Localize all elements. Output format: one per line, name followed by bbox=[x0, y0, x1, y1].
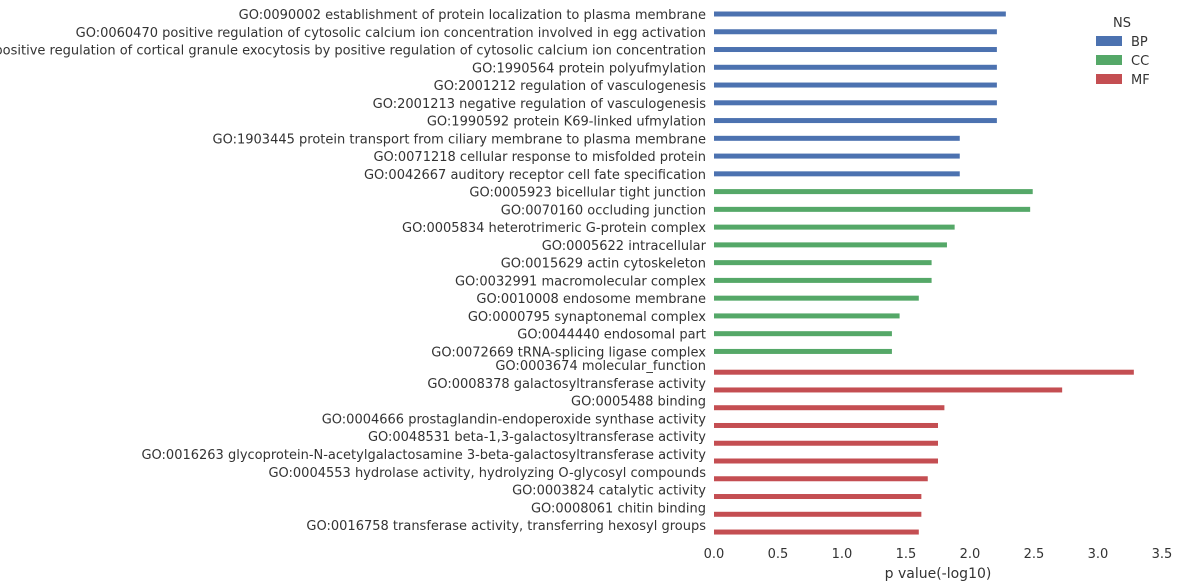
bar-bp bbox=[714, 29, 997, 35]
x-tick-label: 2.5 bbox=[1024, 547, 1045, 562]
category-label: GO:2001212 regulation of vasculogenesis bbox=[434, 79, 707, 94]
bar-bp bbox=[714, 118, 997, 124]
legend-label-cc: CC bbox=[1131, 54, 1149, 69]
category-label: GO:0003824 catalytic activity bbox=[512, 484, 706, 499]
bar-bp bbox=[714, 153, 960, 159]
category-label: GO:0060470 positive regulation of cytoso… bbox=[76, 26, 706, 41]
bar-bp bbox=[714, 171, 960, 177]
bar-cc bbox=[714, 206, 1031, 212]
category-label: GO:1903445 protein transport from ciliar… bbox=[213, 132, 706, 147]
category-label: GO:0008378 galactosyltransferase activit… bbox=[427, 377, 706, 392]
category-label: GO:1990564 protein polyufmylation bbox=[472, 61, 706, 76]
category-label: GO:0004553 hydrolase activity, hydrolyzi… bbox=[268, 466, 706, 481]
category-label: GO:0015629 actin cytoskeleton bbox=[501, 257, 706, 272]
category-label: GO:0071218 cellular response to misfolde… bbox=[373, 150, 706, 165]
category-label: GO:0004666 prostaglandin-endoperoxide sy… bbox=[322, 412, 707, 427]
legend-label-bp: BP bbox=[1131, 35, 1148, 50]
legend-label-mf: MF bbox=[1131, 73, 1150, 88]
bar-cc bbox=[714, 313, 900, 319]
bar-bp bbox=[714, 135, 960, 141]
bar-cc bbox=[714, 331, 892, 337]
category-label: GO:0016758 transferase activity, transfe… bbox=[306, 519, 706, 534]
bar-cc bbox=[714, 348, 892, 354]
category-label: GO:0048531 beta-1,3-galactosyltransferas… bbox=[368, 430, 706, 445]
category-label: GO:0005622 intracellular bbox=[542, 239, 707, 254]
category-label: GO:0003674 molecular_function bbox=[495, 359, 706, 374]
category-label: GO:1990592 protein K69-linked ufmylation bbox=[427, 115, 706, 130]
category-label: GO:0070160 occluding junction bbox=[501, 203, 706, 218]
legend-swatch-bp bbox=[1096, 36, 1122, 46]
bar-mf bbox=[714, 529, 919, 535]
x-tick-label: 3.0 bbox=[1088, 547, 1109, 562]
category-label: GO:0005834 heterotrimeric G-protein comp… bbox=[402, 221, 706, 236]
category-label: GO:0008061 chitin binding bbox=[531, 501, 706, 516]
x-tick-label: 3.5 bbox=[1152, 547, 1173, 562]
bars-group bbox=[714, 11, 1134, 535]
bar-bp bbox=[714, 82, 997, 88]
bar-mf bbox=[714, 458, 938, 464]
bar-cc bbox=[714, 189, 1033, 195]
category-label: GO:2001213 negative regulation of vascul… bbox=[373, 97, 707, 112]
category-labels-group: GO:0090002 establishment of protein loca… bbox=[0, 8, 707, 534]
category-label: GO:0005488 binding bbox=[571, 395, 706, 410]
x-tick-label: 0.5 bbox=[768, 547, 789, 562]
bar-mf bbox=[714, 440, 938, 446]
legend-title: NS bbox=[1113, 16, 1131, 31]
bar-cc bbox=[714, 260, 932, 266]
category-label: GO:0044440 endosomal part bbox=[517, 328, 706, 343]
bar-mf bbox=[714, 494, 922, 500]
bar-bp bbox=[714, 64, 997, 70]
category-label: GO:0000795 synaptonemal complex bbox=[468, 310, 706, 325]
legend-swatch-cc bbox=[1096, 55, 1122, 65]
category-label: GO:0032991 macromolecular complex bbox=[455, 274, 706, 289]
bar-mf bbox=[714, 422, 938, 428]
bar-cc bbox=[714, 224, 955, 230]
category-label: GO:0090002 establishment of protein loca… bbox=[239, 8, 706, 23]
category-label: GO:0042667 auditory receptor cell fate s… bbox=[364, 168, 706, 183]
bar-cc bbox=[714, 277, 932, 283]
x-tick-label: 1.0 bbox=[832, 547, 853, 562]
bar-mf bbox=[714, 405, 945, 411]
x-tick-labels-group: 0.0 0.5 1.0 1.5 2.0 2.5 3.0 3.5 bbox=[704, 547, 1173, 562]
x-tick-label: 1.5 bbox=[896, 547, 917, 562]
x-tick-label: 0.0 bbox=[704, 547, 725, 562]
bar-mf bbox=[714, 387, 1063, 393]
bar-mf bbox=[714, 511, 922, 517]
category-label: GO:0010008 endosome membrane bbox=[476, 292, 706, 307]
bar-mf bbox=[714, 476, 928, 482]
category-label: GO:0072669 tRNA-splicing ligase complex bbox=[431, 345, 706, 360]
legend-swatch-mf bbox=[1096, 74, 1122, 84]
bar-mf bbox=[714, 369, 1134, 375]
bar-bp bbox=[714, 11, 1006, 17]
category-label: GO:0016263 glycoprotein-N-acetylgalactos… bbox=[141, 448, 706, 463]
category-label: GO:0005923 bicellular tight junction bbox=[469, 186, 706, 201]
bar-bp bbox=[714, 47, 997, 53]
x-axis-label: p value(-log10) bbox=[885, 566, 992, 582]
bar-bp bbox=[714, 100, 997, 106]
legend: NS BP CC MF bbox=[1096, 16, 1150, 88]
bar-cc bbox=[714, 295, 919, 301]
bar-cc bbox=[714, 242, 947, 248]
category-label: GO:0060472 positive regulation of cortic… bbox=[0, 44, 706, 59]
x-tick-label: 2.0 bbox=[960, 547, 981, 562]
